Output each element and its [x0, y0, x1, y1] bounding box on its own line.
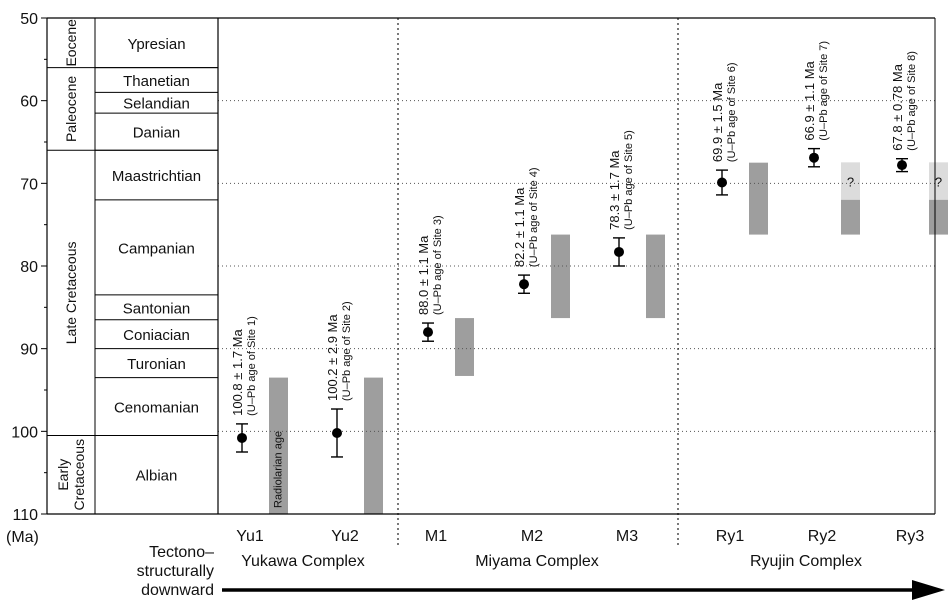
period-label: Late Cretaceous	[63, 241, 79, 344]
column-label: Ry1	[716, 528, 745, 545]
direction-arrow-head	[912, 580, 945, 600]
age-sublabel: (U–Pb age of Site 4)	[528, 167, 540, 267]
age-label: 69.9 ± 1.5 Ma	[710, 82, 725, 162]
y-tick-label: 70	[20, 176, 38, 193]
bar-label: Radiolarian age	[272, 431, 284, 508]
radiolarian-bar	[269, 377, 288, 514]
column-label: Ry2	[808, 528, 837, 545]
data-point	[717, 177, 727, 188]
stage-label: Selandian	[123, 96, 190, 113]
y-axis-label: (Ma)	[6, 529, 39, 546]
stage-label: Cenomanian	[114, 400, 199, 417]
age-label: 82.2 ± 1.1 Ma	[512, 187, 527, 267]
age-sublabel: (U–Pb age of Site 8)	[906, 51, 918, 151]
data-point	[423, 327, 433, 338]
y-tick-label: 80	[20, 259, 38, 276]
period-label-word: Early	[55, 459, 71, 491]
data-point	[809, 152, 819, 163]
column-label: M3	[616, 528, 638, 545]
y-tick-label: 60	[20, 94, 38, 111]
stage-label: Ypresian	[127, 36, 185, 53]
radiolarian-bar	[749, 162, 768, 235]
radiolarian-bar	[364, 377, 383, 514]
radiolarian-bar-uncertain	[841, 162, 860, 200]
data-point	[519, 279, 529, 290]
stage-label: Campanian	[118, 240, 195, 257]
stage-label: Thanetian	[123, 73, 190, 90]
complex-label: Ryujin Complex	[750, 553, 862, 570]
column-label: Yu2	[331, 528, 359, 545]
age-label: 100.8 ± 1.7 Ma	[230, 328, 245, 415]
period-label: EarlyCretaceous	[55, 439, 87, 511]
uncertain-mark: ?	[935, 174, 942, 189]
column-label: Yu1	[236, 528, 264, 545]
stage-label: Santonian	[123, 300, 191, 317]
age-label: 100.2 ± 2.9 Ma	[325, 314, 340, 401]
age-sublabel: (U–Pb age of Site 1)	[246, 316, 258, 416]
data-point	[237, 432, 247, 443]
age-sublabel: (U–Pb age of Site 6)	[726, 62, 738, 162]
arrow-label: downward	[141, 582, 214, 599]
age-sublabel: (U–Pb age of Site 2)	[341, 301, 353, 401]
radiolarian-bar	[646, 234, 665, 319]
age-label: 78.3 ± 1.7 Ma	[607, 150, 622, 230]
radiolarian-bar-uncertain	[929, 162, 948, 200]
stage-label: Albian	[136, 468, 178, 485]
age-sublabel: (U–Pb age of Site 3)	[432, 215, 444, 315]
radiolarian-bar	[455, 318, 474, 376]
age-sublabel: (U–Pb age of Site 5)	[623, 130, 635, 230]
period-label: Paleocene	[63, 76, 79, 142]
radiolarian-bar	[551, 234, 570, 319]
period-label: Eocene	[63, 19, 79, 67]
column-label: M1	[425, 528, 447, 545]
y-tick-label: 50	[20, 11, 38, 28]
y-tick-label: 110	[12, 507, 38, 524]
stage-label: Danian	[133, 125, 181, 142]
arrow-label: structurally	[137, 563, 214, 580]
stage-label: Turonian	[127, 356, 186, 373]
age-label: 67.8 ± 0.78 Ma	[890, 63, 905, 150]
data-point	[897, 160, 907, 171]
y-tick-label: 90	[20, 342, 38, 359]
age-label: 88.0 ± 1.1 Ma	[416, 235, 431, 315]
y-tick-label: 100	[11, 424, 38, 441]
data-point	[332, 427, 342, 438]
column-label: Ry3	[896, 528, 925, 545]
age-sublabel: (U–Pb age of Site 7)	[818, 41, 830, 141]
uncertain-mark: ?	[847, 174, 854, 189]
stage-label: Maastrichtian	[112, 168, 201, 185]
column-label: M2	[521, 528, 543, 545]
complex-label: Miyama Complex	[475, 553, 599, 570]
arrow-label: Tectono–	[149, 544, 214, 561]
period-label-word: Cretaceous	[71, 439, 87, 511]
data-point	[614, 246, 624, 257]
stage-label: Coniacian	[123, 327, 190, 344]
complex-label: Yukawa Complex	[241, 553, 365, 570]
age-label: 66.9 ± 1.1 Ma	[802, 60, 817, 140]
